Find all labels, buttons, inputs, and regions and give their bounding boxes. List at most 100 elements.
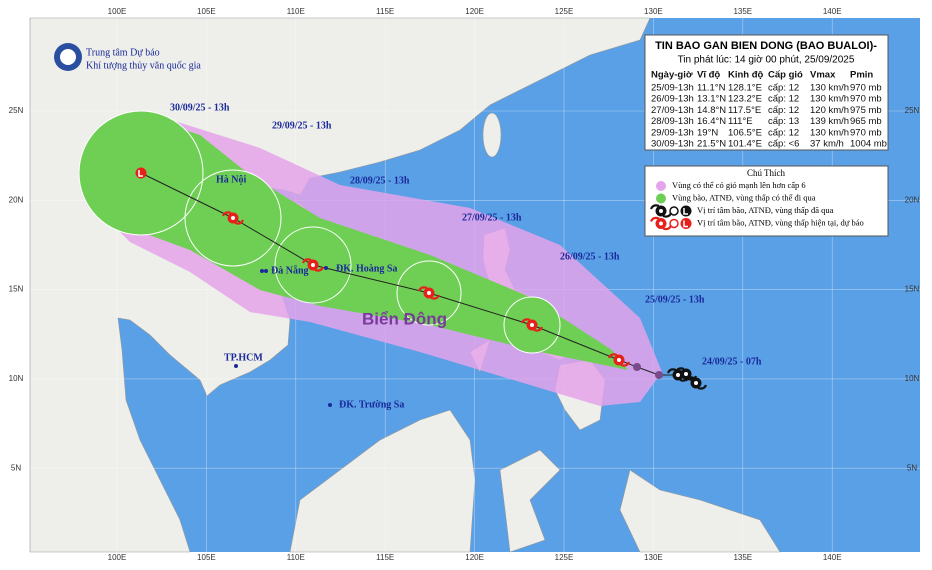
forecast-position-arm	[301, 258, 325, 272]
legend-swatch	[656, 181, 666, 191]
past-position-eye	[694, 381, 698, 385]
legend-swatch	[680, 205, 692, 217]
lon-label: 125E	[555, 553, 574, 562]
lon-label: 140E	[823, 553, 842, 562]
column-header: Ngày-giờ	[651, 70, 693, 81]
forecast-position	[135, 167, 147, 179]
legend-title: Chú Thích	[747, 168, 786, 178]
past-position-arm	[666, 368, 690, 382]
lon-label: 125E	[555, 7, 574, 16]
column-header: Cấp gió	[768, 70, 803, 81]
column-header: Vĩ độ	[697, 70, 720, 81]
table-cell: 123.2°E	[728, 94, 762, 105]
table-cell: 130 km/h	[810, 94, 849, 105]
table-cell: cấp: 12	[768, 127, 799, 138]
forecast-position-mark	[138, 170, 143, 177]
date-label: 24/09/25 - 07h	[702, 356, 762, 367]
forecast-position-eye	[530, 323, 534, 327]
past-position-eye	[684, 372, 688, 376]
lon-label: 105E	[197, 553, 216, 562]
table-cell: 117.5°E	[728, 105, 761, 116]
date-label: 25/09/25 - 13h	[645, 294, 705, 305]
table-cell: 19°N	[697, 127, 718, 138]
table-cell: 14.8°N	[697, 105, 726, 116]
forecast-position-arm	[221, 211, 245, 225]
table-cell: 16.4°N	[697, 116, 726, 127]
column-header: Vmax	[810, 70, 836, 81]
past-position	[655, 371, 663, 379]
table-cell: cấp: <6	[768, 139, 799, 150]
lat-label: 5N	[907, 463, 917, 472]
lat-label: 5N	[11, 463, 21, 472]
lon-label: 130E	[644, 7, 663, 16]
table-cell: 13.1°N	[697, 94, 726, 105]
table-cell: 120 km/h	[810, 105, 849, 116]
lon-label: 120E	[465, 7, 484, 16]
bulletin-subtitle: Tin phát lúc: 14 giờ 00 phút, 25/09/2025	[678, 55, 855, 66]
table-cell: 130 km/h	[810, 83, 849, 94]
lon-label: 120E	[465, 553, 484, 562]
table-cell: 965 mb	[850, 116, 882, 127]
lat-label: 25N	[9, 106, 24, 115]
table-cell: cấp: 12	[768, 83, 799, 94]
storm-icons	[135, 167, 708, 390]
lon-label: 135E	[733, 553, 752, 562]
legend-swatch-mark	[683, 220, 688, 228]
forecast-position-eye	[617, 358, 621, 362]
forecast-position-arm	[520, 318, 544, 332]
bulletin-box	[644, 34, 889, 151]
org-name: Khí tượng thủy văn quốc gia	[86, 60, 201, 71]
logo	[54, 43, 82, 71]
past-position	[633, 363, 641, 371]
lat-label: 10N	[9, 374, 24, 383]
place-label: ĐK. Trường Sa	[339, 399, 404, 410]
lon-label: 115E	[376, 7, 394, 16]
legend: Vùng có thể có gió mạnh lên hơn cấp 6 Vùn…	[649, 180, 864, 231]
place-label: Đà Nẵng	[271, 265, 309, 276]
place-dot	[324, 266, 328, 270]
place-dot	[328, 403, 332, 407]
legend-swatch	[656, 193, 666, 204]
place-label: Hà Nội	[216, 174, 247, 185]
lon-label: 110E	[287, 553, 305, 562]
forecast-position-eye	[231, 216, 235, 220]
date-label: 27/09/25 - 13h	[462, 212, 522, 223]
past-position-eye	[676, 373, 680, 377]
table-cell: 106.5°E	[728, 127, 762, 138]
table-cell: 101.4°E	[728, 139, 762, 150]
table-cell: 128.1°E	[728, 83, 762, 94]
bulletin-title: TIN BAO GAN BIEN DONG (BAO BUALOI)-	[655, 40, 877, 52]
table-cell: 130 km/h	[810, 127, 849, 138]
legend-item: Vị trí tâm bão, ATNĐ, vùng thấp đã qua	[697, 205, 834, 215]
table-cell: cấp: 12	[768, 105, 799, 116]
legend-swatch	[669, 218, 679, 229]
lon-label: 100E	[108, 553, 127, 562]
lat-label: 20N	[9, 195, 24, 204]
date-label: 30/09/25 - 13h	[170, 102, 230, 113]
legend-item: Vùng bão, ATNĐ, vùng thấp có thể đi qua	[672, 192, 816, 202]
forecast-position-arm	[607, 353, 631, 367]
lat-label: 10N	[905, 374, 920, 383]
date-label: 26/09/25 - 13h	[560, 251, 620, 262]
table-cell: 37 km/h	[810, 139, 844, 150]
column-header: Kinh độ	[728, 70, 764, 81]
legend-item: Vị trí tâm bão, ATNĐ, vùng thấp hiện tại…	[697, 217, 864, 227]
table-cell: 21.5°N	[697, 139, 726, 150]
table-cell: cấp: 13	[768, 116, 799, 127]
lon-label: 135E	[733, 7, 752, 16]
table-cell: 111°E	[728, 116, 753, 127]
table-cell: 970 mb	[850, 127, 882, 138]
table-cell: 25/09-13h	[651, 83, 694, 94]
table-cell: 11.1°N	[697, 83, 726, 94]
lat-label: 15N	[9, 285, 24, 294]
table-cell: 30/09-13h	[651, 139, 694, 150]
table-cell: 27/09-13h	[651, 105, 694, 116]
lon-label: 115E	[376, 553, 394, 562]
lon-label: 130E	[644, 553, 663, 562]
legend-item: Vùng có thể có gió mạnh lên hơn cấp 6	[672, 180, 806, 190]
table-cell: 26/09-13h	[651, 94, 694, 105]
place-dot	[260, 269, 264, 273]
table-cell: 970 mb	[850, 83, 882, 94]
forecast-position-arm	[417, 286, 441, 300]
